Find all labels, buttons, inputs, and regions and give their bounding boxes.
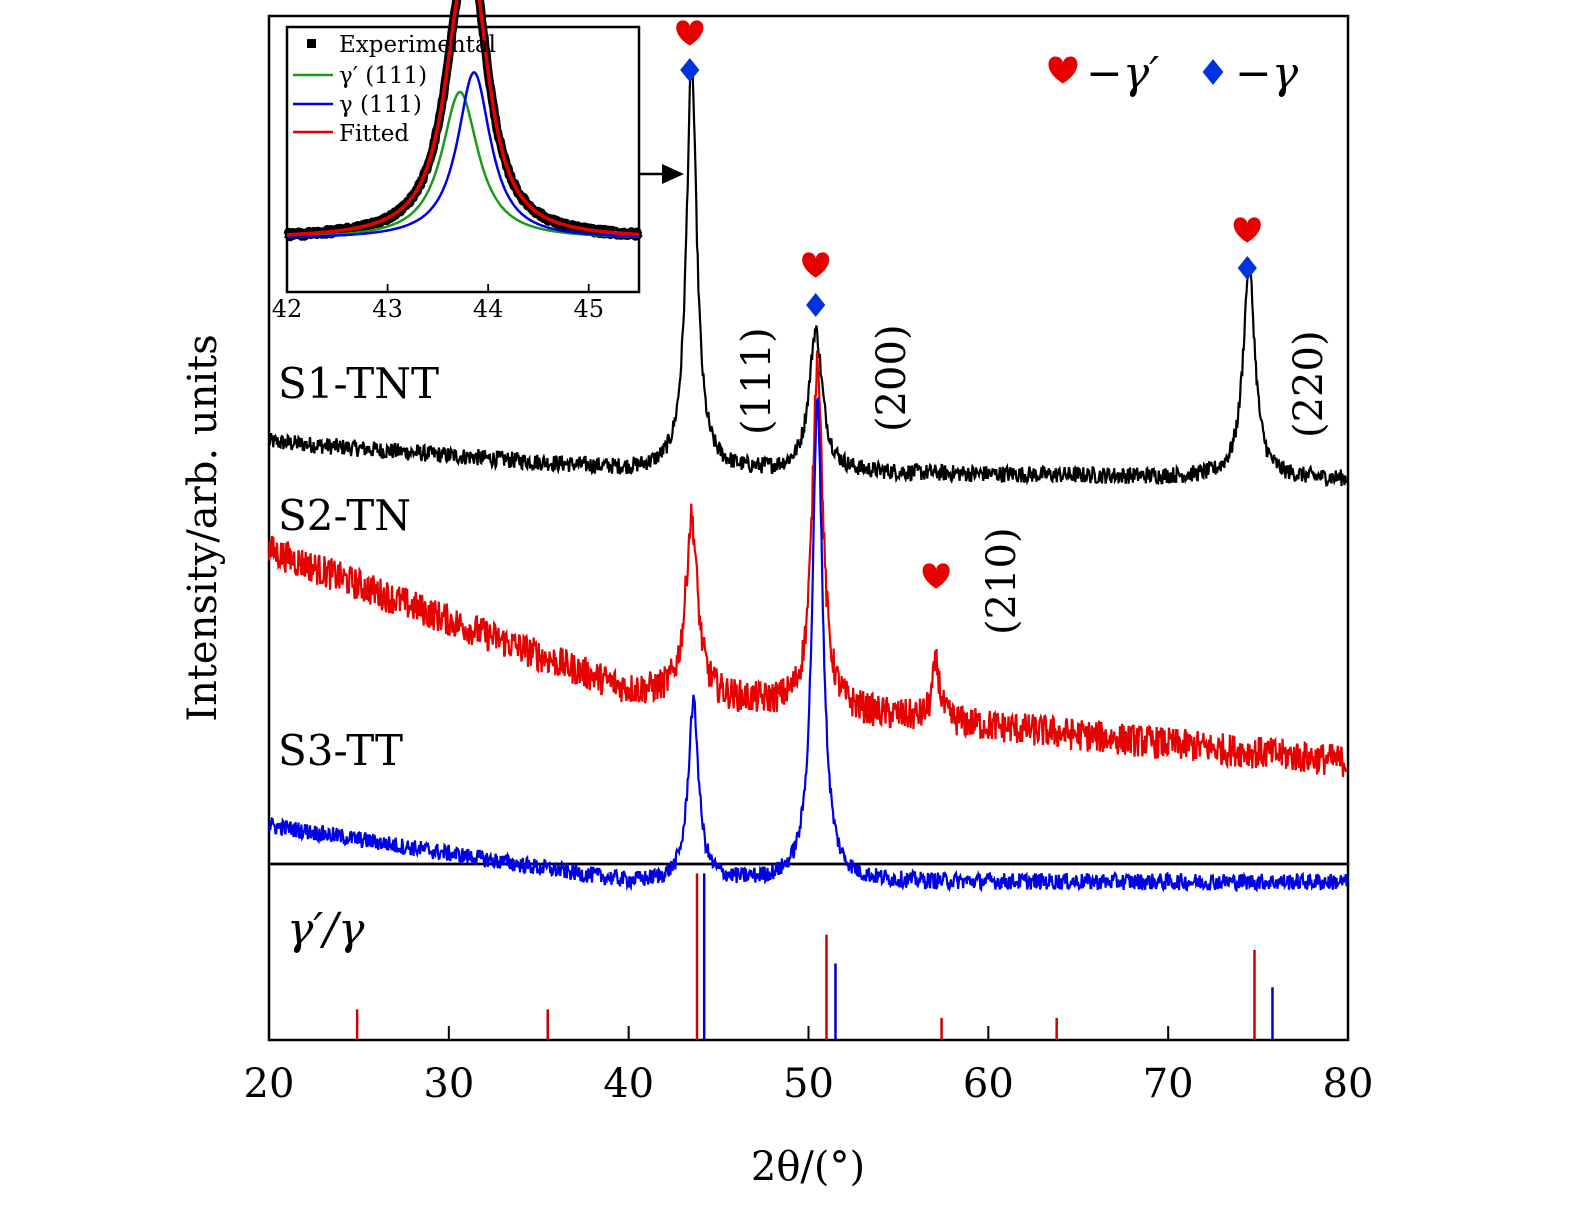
heart-marker-2 [1233, 217, 1261, 243]
series-line-s1-tnt [267, 61, 1348, 487]
inset-tick-label-44: 44 [473, 295, 504, 323]
inset-tick-label-45: 45 [573, 295, 604, 323]
inset-fit-plot: 42 43 44 45 Experimental γ′ (111) γ (111) F… [272, 0, 643, 323]
heart-marker-0 [676, 20, 704, 46]
x-axis-ticks: 20 30 40 50 60 70 80 [244, 1026, 1374, 1107]
series-line-s2-tn [267, 350, 1349, 777]
inset-legend-experimental-marker [307, 39, 316, 48]
inset-legend-gamma-prime: γ′ (111) [339, 63, 427, 89]
hkl-label-111: (111) [734, 327, 780, 435]
legend-diamond-icon [1202, 59, 1224, 85]
heart-marker-1 [802, 252, 830, 278]
legend-gamma-prime-label: −γ′ [1086, 48, 1159, 99]
sample-label-s1: S1-TNT [278, 359, 439, 408]
inset-fitted-curve [287, 0, 640, 237]
hkl-label-210: (210) [979, 527, 1025, 635]
reference-lines-group [355, 873, 1274, 1040]
inset-legend-experimental: Experimental [339, 32, 496, 58]
inset-arrow [640, 164, 684, 184]
inset-x-ticks: 42 43 44 45 [272, 284, 604, 323]
inset-gamma-curve [287, 71, 640, 239]
x-tick-label-40: 40 [603, 1061, 654, 1107]
inset-curves [283, 0, 643, 242]
sample-label-s2: S2-TN [278, 491, 411, 540]
phase-legend: −γ′ −γ [1048, 48, 1299, 99]
inset-tick-label-42: 42 [272, 295, 303, 323]
x-tick-label-70: 70 [1143, 1061, 1194, 1107]
diamond-marker-0 [680, 58, 700, 82]
hkl-label-220: (220) [1286, 330, 1332, 438]
y-axis-title: Intensity/arb. units [180, 334, 226, 721]
diamond-marker-1 [806, 293, 826, 317]
x-tick-label-50: 50 [783, 1061, 834, 1107]
diamond-marker-2 [1237, 256, 1257, 280]
sample-label-s3: S3-TT [278, 726, 403, 775]
series-line-s3-tt [267, 397, 1349, 894]
inset-frame [285, 25, 641, 294]
heart-marker-3 [922, 563, 950, 589]
x-tick-label-30: 30 [423, 1061, 474, 1107]
x-tick-label-60: 60 [963, 1061, 1014, 1107]
x-tick-label-20: 20 [244, 1061, 295, 1107]
legend-heart-icon [1048, 56, 1078, 84]
inset-legend-fitted: Fitted [339, 121, 409, 147]
phase-markers [676, 20, 1261, 589]
inset-tick-label-43: 43 [372, 295, 403, 323]
reference-panel-label: γ′/γ [287, 904, 365, 955]
main-series-group [267, 61, 1349, 894]
x-tick-label-80: 80 [1323, 1061, 1374, 1107]
inset-legend-gamma: γ (111) [339, 92, 422, 118]
hkl-label-200: (200) [869, 324, 915, 432]
legend-gamma-label: −γ [1235, 48, 1299, 99]
x-axis-title: 2θ/(°) [751, 1144, 865, 1190]
